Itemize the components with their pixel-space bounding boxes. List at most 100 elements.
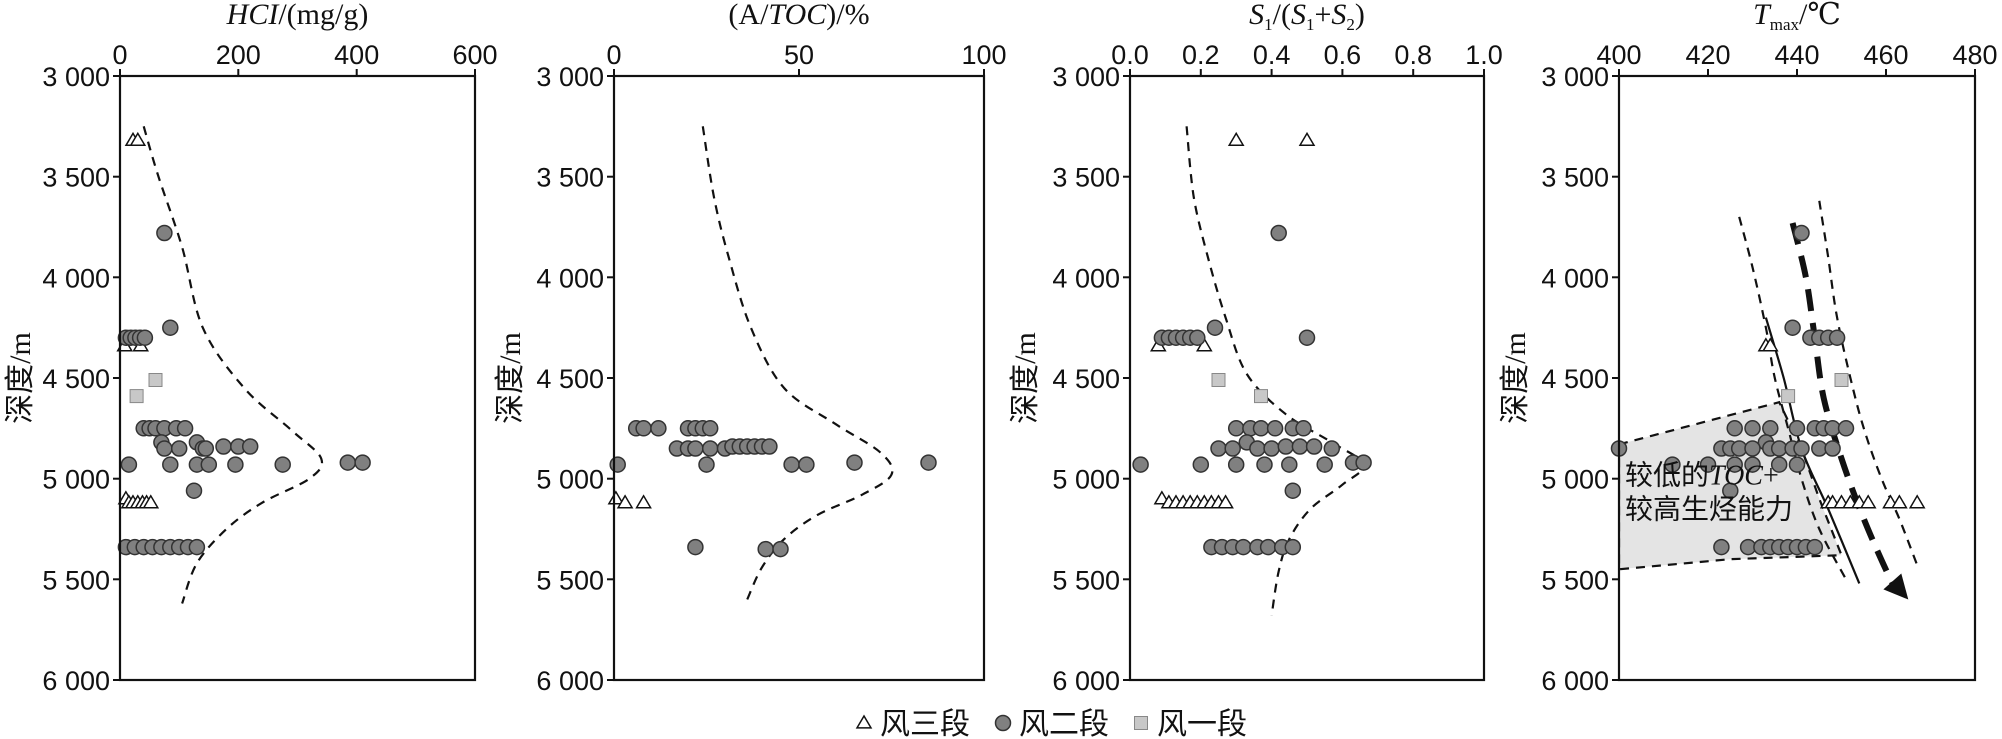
circle-point	[687, 440, 704, 457]
title-part: S	[1249, 0, 1264, 31]
y-tick-label: 3 500	[536, 163, 604, 193]
y-tick-label: 3 500	[42, 163, 110, 193]
chart-title: (A/TOC)/%	[728, 0, 869, 31]
circle-point	[1256, 456, 1273, 473]
circle-point	[1726, 420, 1743, 437]
circle-point	[1788, 420, 1806, 437]
circle-point	[687, 538, 704, 556]
panel-tmax-points	[1610, 224, 1926, 556]
circle-point	[1664, 456, 1681, 473]
trend-curve-dashed	[1818, 200, 1919, 566]
panel-a-toc-frame: 0 50 100 3 000 3 500 4 000 4 500 5 000 5 500 6 00…	[494, 0, 1007, 696]
circle-point	[156, 224, 173, 242]
x-tick-label: 50	[784, 40, 814, 70]
circle-point	[1744, 456, 1761, 473]
circle-point	[162, 456, 179, 473]
circle-point	[798, 456, 815, 473]
circle-point	[1828, 329, 1846, 346]
annotation-part: 较低的	[1625, 460, 1709, 492]
square-point	[129, 389, 144, 404]
y-tick-label: 4 000	[1052, 263, 1120, 293]
y-tick-label: 4 500	[1052, 364, 1120, 394]
title-part: 2	[1346, 15, 1355, 34]
circle-point	[1227, 456, 1245, 473]
triangle-point	[1298, 131, 1316, 147]
circle-point	[156, 440, 173, 457]
legend-square-icon	[1134, 716, 1148, 730]
y-tick-label: 5 500	[1052, 565, 1120, 595]
y-tick-label: 3 000	[1052, 62, 1120, 92]
circle-point	[1824, 440, 1841, 457]
circle-point	[1249, 440, 1266, 457]
plot-frame	[612, 74, 986, 682]
circle-point	[1323, 440, 1341, 457]
title-part: 1	[1306, 15, 1315, 34]
title-part: max	[1770, 15, 1800, 34]
circle-point	[1206, 319, 1224, 336]
y-axis-label: 深度/m	[1499, 332, 1532, 424]
circle-point	[170, 440, 188, 457]
circle-point	[176, 420, 194, 437]
circle-point	[1762, 420, 1779, 437]
circle-point	[772, 540, 789, 558]
panel-s1-ratio: 0.0 0.2 0.4 0.6 0.8 1.0 3 000 3 500 4 000 4 500 5 …	[1009, 0, 1503, 696]
circle-point	[1837, 420, 1855, 437]
circle-point	[757, 540, 774, 558]
panel-s1-ratio-curves	[1185, 126, 1365, 616]
y-tick-label: 4 500	[536, 364, 604, 394]
x-tick-label: 400	[334, 40, 379, 70]
title-part: 1	[1264, 15, 1273, 34]
circle-point	[1277, 438, 1295, 455]
circle-point	[120, 456, 138, 473]
legend-square-label: 风一段	[1157, 708, 1247, 739]
title-part: )/%	[826, 0, 869, 31]
y-tick-label: 4 000	[42, 263, 110, 293]
chart-title: HCI/(mg/g)	[226, 0, 369, 31]
circle-point	[1252, 420, 1270, 437]
circle-point	[1788, 456, 1806, 473]
circle-point	[200, 456, 218, 473]
triangle-point	[129, 131, 147, 147]
plot-frame	[118, 74, 477, 682]
circle-point	[136, 329, 154, 346]
legend-triangle-label: 风三段	[880, 708, 970, 739]
trend-curve-dashed	[1185, 126, 1365, 616]
y-tick-label: 4 000	[536, 263, 604, 293]
annotation-part: TOC	[1709, 461, 1763, 492]
triangle-point	[1217, 494, 1234, 509]
y-tick-label: 5 500	[536, 565, 604, 595]
y-tick-label: 3 000	[536, 62, 604, 92]
circle-point	[1291, 438, 1309, 455]
y-tick-label: 6 000	[42, 666, 110, 696]
y-tick-label: 5 500	[42, 565, 110, 595]
circle-point	[1793, 440, 1810, 457]
square-point	[1834, 373, 1849, 387]
y-tick-label: 6 000	[536, 666, 604, 696]
x-tick-label: 480	[1952, 40, 1997, 70]
y-tick-label: 5 000	[536, 465, 604, 495]
title-part: HCI	[226, 0, 281, 31]
y-tick-label: 5 500	[1541, 565, 1609, 595]
circle-point	[1227, 420, 1245, 437]
circle-point	[1235, 538, 1252, 556]
circle-point	[1224, 440, 1241, 457]
panel-hci: 0 200 400 600 3 000 3 500 4 000 4 500 5 000 5 500…	[4, 0, 498, 696]
x-tick-label: 460	[1863, 40, 1908, 70]
y-tick-label: 6 000	[1541, 666, 1609, 696]
circle-point	[1281, 456, 1298, 473]
x-tick-label: 0.2	[1182, 40, 1220, 70]
title-part: (A/	[728, 0, 769, 31]
circle-point	[1284, 482, 1302, 499]
circle-point	[1744, 440, 1761, 457]
title-part: S	[1291, 0, 1306, 31]
circle-point	[1793, 224, 1810, 242]
plot-frame	[1128, 74, 1486, 682]
triangle-point	[607, 490, 625, 505]
triangle-point	[1761, 337, 1779, 352]
circle-point	[188, 538, 206, 556]
y-tick-label: 5 000	[42, 465, 110, 495]
title-part: TOC	[768, 0, 827, 31]
square-point	[148, 373, 163, 387]
circle-point	[1266, 420, 1284, 437]
